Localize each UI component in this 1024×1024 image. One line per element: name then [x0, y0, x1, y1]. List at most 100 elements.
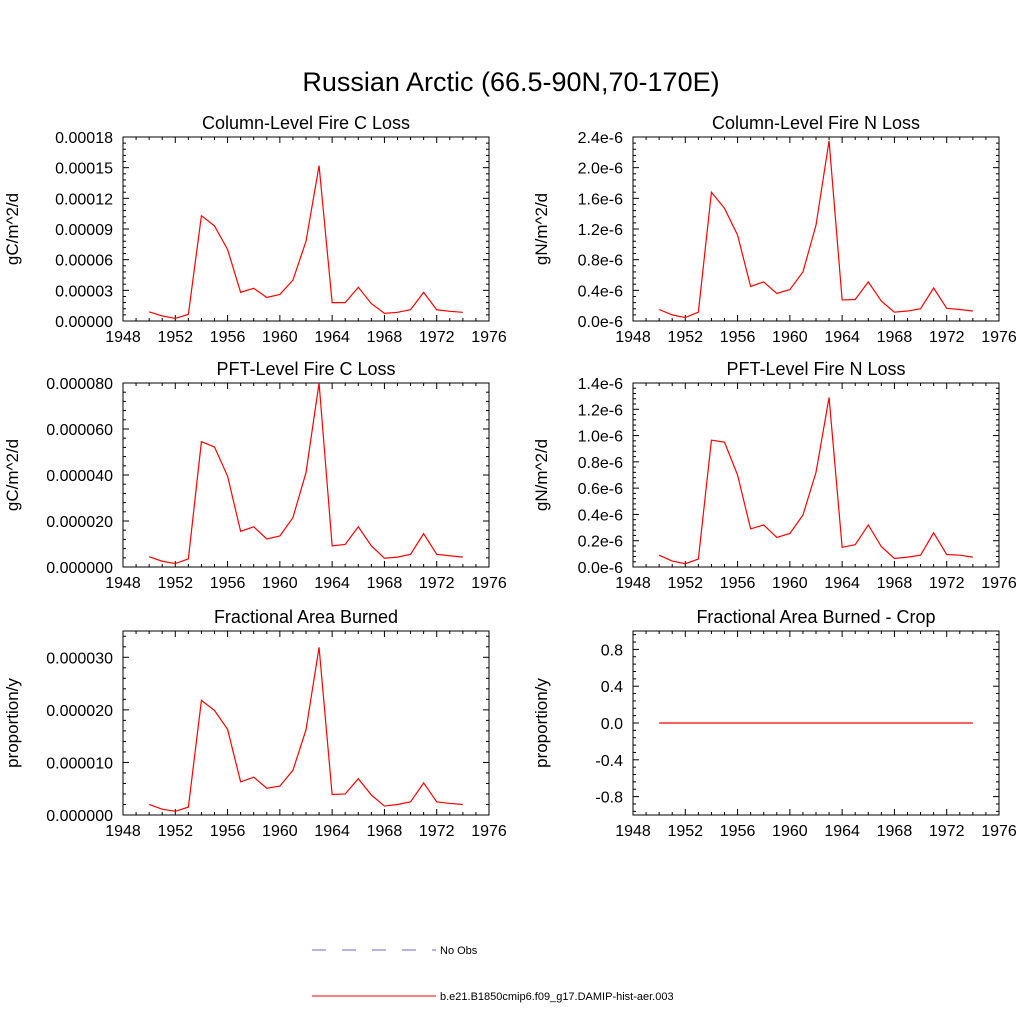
x-tick-label: 1956	[210, 823, 246, 840]
x-tick-label: 1972	[929, 575, 965, 592]
plot-frame	[632, 136, 1000, 322]
y-axis-label: proportion/y	[3, 678, 22, 768]
x-tick-label: 1964	[314, 575, 350, 592]
y-tick-label: -0.8	[595, 790, 623, 807]
x-tick-label: 1956	[720, 575, 756, 592]
x-tick-label: 1976	[981, 823, 1017, 840]
chart-panel-4: PFT-Level Fire N Loss gN/m^2/d 1948 1952 195…	[532, 359, 1017, 592]
y-axis-label: gC/m^2/d	[3, 439, 22, 511]
y-axis-label: gN/m^2/d	[532, 193, 551, 265]
panels: Column-Level Fire C Loss gC/m^2/d 1948 1952…	[3, 113, 1017, 840]
x-tick-label: 1960	[772, 823, 808, 840]
x-tick-label: 1968	[877, 575, 913, 592]
panel-title: Column-Level Fire C Loss	[202, 113, 410, 133]
y-axis-label: proportion/y	[532, 678, 551, 768]
y-tick-label: 0.0e-6	[578, 314, 623, 331]
x-tick-label: 1956	[210, 575, 246, 592]
x-tick-label: 1948	[615, 329, 651, 346]
x-tick-label: 1972	[419, 823, 455, 840]
panel-title: Fractional Area Burned - Crop	[696, 607, 935, 627]
x-tick-label: 1960	[262, 575, 298, 592]
x-tick-label: 1952	[157, 823, 193, 840]
chart-panel-6: Fractional Area Burned - Crop proportion/…	[532, 607, 1017, 840]
x-tick-label: 1948	[105, 329, 141, 346]
x-tick-label: 1972	[929, 329, 965, 346]
x-tick-label: 1964	[314, 823, 350, 840]
legend-label: b.e21.B1850cmip6.f09_g17.DAMIP-hist-aer.…	[440, 991, 674, 1003]
x-tick-label: 1964	[314, 329, 350, 346]
y-tick-label: 0.00006	[55, 253, 113, 270]
y-tick-label: 0.00012	[55, 191, 113, 208]
y-tick-label: 0.2e-6	[578, 534, 623, 551]
y-tick-label: 0.00000	[55, 314, 113, 331]
y-tick-label: 0.000020	[46, 514, 113, 531]
y-tick-label: 0.6e-6	[578, 481, 623, 498]
plot-frame	[122, 382, 490, 568]
x-tick-label: 1968	[367, 575, 403, 592]
series-line	[148, 382, 463, 565]
y-tick-label: 1.6e-6	[578, 191, 623, 208]
y-tick-label: 0.000030	[46, 650, 113, 667]
y-tick-label: 0.000000	[46, 560, 113, 577]
y-tick-label: 0.000000	[46, 808, 113, 825]
x-tick-label: 1976	[471, 823, 507, 840]
x-tick-label: 1968	[877, 329, 913, 346]
x-tick-label: 1968	[367, 823, 403, 840]
x-tick-label: 1976	[471, 329, 507, 346]
series-line	[148, 165, 463, 320]
y-tick-label: 0.000040	[46, 468, 113, 485]
x-tick-label: 1960	[772, 329, 808, 346]
x-tick-label: 1976	[981, 575, 1017, 592]
chart-panel-3: PFT-Level Fire C Loss gC/m^2/d 1948 1952 195…	[3, 359, 507, 592]
x-tick-label: 1964	[824, 575, 860, 592]
chart-panel-5: Fractional Area Burned proportion/y 1948 19…	[3, 607, 507, 840]
x-tick-label: 1952	[667, 329, 703, 346]
plot-frame	[632, 382, 1000, 568]
x-tick-label: 1960	[262, 329, 298, 346]
y-tick-label: 0.000010	[46, 755, 113, 772]
x-tick-label: 1964	[824, 823, 860, 840]
y-tick-label: 0.00018	[55, 130, 113, 147]
x-tick-label: 1956	[720, 329, 756, 346]
x-tick-label: 1952	[157, 575, 193, 592]
x-tick-label: 1952	[667, 823, 703, 840]
chart-panel-1: Column-Level Fire C Loss gC/m^2/d 1948 1952…	[3, 113, 507, 346]
plot-frame	[122, 630, 490, 816]
x-tick-label: 1968	[367, 329, 403, 346]
panel-title: PFT-Level Fire C Loss	[216, 359, 395, 379]
x-tick-label: 1964	[824, 329, 860, 346]
x-tick-label: 1956	[720, 823, 756, 840]
x-tick-label: 1960	[262, 823, 298, 840]
y-tick-label: 1.2e-6	[578, 402, 623, 419]
x-tick-label: 1952	[157, 329, 193, 346]
series-line	[658, 140, 973, 319]
y-tick-label: 0.8e-6	[578, 253, 623, 270]
y-tick-label: 1.4e-6	[578, 376, 623, 393]
y-tick-label: 0.4e-6	[578, 507, 623, 524]
series-line	[658, 397, 973, 565]
x-tick-label: 1968	[877, 823, 913, 840]
legend: No Obs b.e21.B1850cmip6.f09_g17.DAMIP-his…	[312, 945, 674, 1003]
x-tick-label: 1960	[772, 575, 808, 592]
x-tick-label: 1972	[419, 329, 455, 346]
y-tick-label: 0.4	[601, 679, 623, 696]
y-axis-label: gC/m^2/d	[3, 193, 22, 265]
x-tick-label: 1972	[419, 575, 455, 592]
y-tick-label: 1.0e-6	[578, 429, 623, 446]
x-tick-label: 1956	[210, 329, 246, 346]
y-tick-label: 0.000080	[46, 376, 113, 393]
y-tick-label: 0.8e-6	[578, 455, 623, 472]
x-tick-label: 1948	[105, 575, 141, 592]
y-tick-label: 2.0e-6	[578, 161, 623, 178]
y-tick-label: 0.0e-6	[578, 560, 623, 577]
x-tick-label: 1976	[471, 575, 507, 592]
y-tick-label: 0.000020	[46, 703, 113, 720]
y-tick-label: 0.00003	[55, 283, 113, 300]
y-tick-label: -0.4	[595, 753, 623, 770]
panel-title: Fractional Area Burned	[214, 607, 398, 627]
x-tick-label: 1972	[929, 823, 965, 840]
chart-panel-2: Column-Level Fire N Loss gN/m^2/d 1948 1952…	[532, 113, 1017, 346]
y-tick-label: 0.000060	[46, 422, 113, 439]
figure-title: Russian Arctic (66.5-90N,70-170E)	[302, 67, 719, 97]
